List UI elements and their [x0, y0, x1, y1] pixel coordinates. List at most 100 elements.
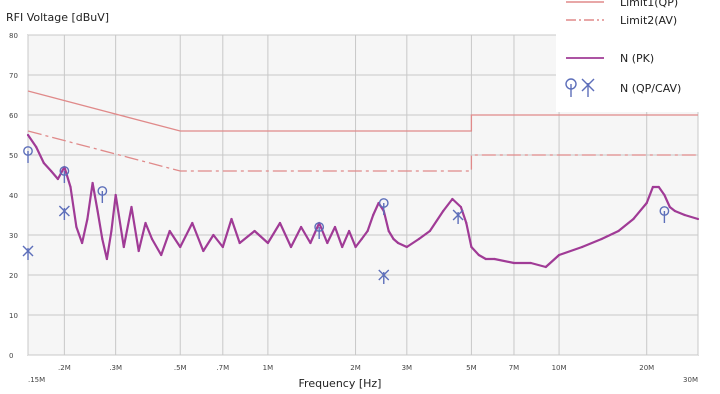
legend-label: Limit1(QP) [620, 0, 678, 9]
n-pk-point [397, 241, 400, 245]
n-pk-point [366, 229, 369, 233]
n-pk-point [477, 253, 480, 257]
n-pk-point [529, 261, 532, 265]
n-pk-point [191, 221, 194, 225]
n-pk-point [110, 229, 113, 233]
n-pk-point [309, 241, 312, 245]
n-pk-point [484, 257, 487, 261]
x-tick-label: 10M [552, 364, 567, 372]
x-tick-label: .5M [174, 364, 187, 372]
y-tick-label: 10 [9, 312, 18, 320]
n-pk-point [86, 217, 89, 221]
n-pk-point [668, 205, 671, 209]
n-pk-point [202, 249, 205, 253]
legend-background [556, 0, 720, 112]
n-pk-point [137, 249, 140, 253]
n-pk-point [341, 245, 344, 249]
n-pk-point [266, 241, 270, 245]
qp-marker [59, 166, 70, 183]
n-pk-point [179, 245, 182, 249]
n-pk-point [465, 221, 468, 225]
n-pk-point [80, 241, 84, 245]
n-pk-point [617, 229, 620, 233]
x-tick-label: 30M [683, 376, 698, 384]
n-pk-point [122, 245, 125, 249]
n-pk-point [354, 245, 357, 249]
n-pk-point [105, 257, 109, 261]
cav-marker [378, 269, 390, 284]
y-axis-label: RFI Voltage [dBuV] [6, 11, 109, 24]
legend-entry-limit-qp: Limit1(QP) [566, 0, 678, 9]
n-pk-point [405, 245, 408, 249]
n-pk-point [91, 181, 94, 185]
n-pk-point [459, 205, 462, 209]
n-pk-point [470, 245, 473, 249]
n-pk-point [387, 229, 390, 233]
cav-marker [452, 209, 464, 224]
n-pk-point [289, 245, 293, 249]
n-pk-point [69, 185, 72, 189]
cav-marker [58, 205, 70, 220]
y-tick-label: 50 [9, 152, 18, 160]
x-tick-label: 20M [639, 364, 654, 372]
y-tick-label: 70 [9, 72, 18, 80]
n-pk-point [114, 193, 117, 197]
y-tick-label: 80 [9, 32, 18, 40]
legend-label: Limit2(AV) [620, 14, 677, 27]
n-pk-point [544, 265, 547, 269]
cav-marker [22, 245, 34, 260]
n-pk-point [428, 229, 431, 233]
y-tick-label: 20 [9, 272, 18, 280]
n-pk-point [160, 253, 163, 257]
x-tick-label: 7M [509, 364, 520, 372]
n-pk-point [299, 225, 303, 229]
x-tick-label: .7M [216, 364, 229, 372]
qp-marker [378, 198, 389, 215]
n-pk-point [42, 161, 45, 165]
n-pk-point [663, 193, 666, 197]
n-pk-point [651, 185, 654, 189]
n-pk-point [221, 245, 224, 249]
n-pk-point [278, 221, 282, 225]
n-pk-point [130, 205, 133, 209]
n-pk-point [75, 225, 78, 229]
n-pk-point [96, 209, 99, 213]
n-pk-point [673, 209, 677, 213]
qp-marker [97, 186, 108, 203]
n-pk-point [347, 229, 351, 233]
n-pk-point [326, 241, 329, 245]
n-pk-point [581, 245, 584, 249]
y-tick-label: 0 [9, 352, 13, 360]
x-tick-label: .3M [109, 364, 122, 372]
n-pk-point [493, 257, 496, 261]
n-pk-point [683, 213, 686, 217]
limit-av-line [27, 130, 698, 172]
n-pk-point [212, 233, 215, 237]
qp-marker [659, 206, 670, 223]
y-tick-label: 30 [9, 232, 18, 240]
n-pk-point [645, 201, 648, 205]
n-pk-point [512, 261, 516, 265]
n-pk-point [150, 237, 154, 241]
y-tick-label: 40 [9, 192, 18, 200]
n-pk-point [35, 145, 38, 149]
qp-marker [314, 222, 325, 239]
n-pk-point [144, 221, 147, 225]
n-pk-point [56, 177, 59, 181]
qp-marker [23, 146, 33, 163]
legend-entry-n-qp-cav: N (QP/CAV) [565, 78, 681, 97]
legend-label: N (PK) [620, 52, 654, 65]
n-pk-point [372, 213, 375, 217]
n-pk-point [632, 217, 635, 221]
n-pk-point [600, 237, 603, 241]
x-tick-label: 1M [263, 364, 274, 372]
x-tick-label: 5M [466, 364, 477, 372]
n-pk-point [238, 241, 241, 245]
limit-qp-line [27, 90, 698, 132]
legend-entry-limit-av: Limit2(AV) [566, 14, 677, 27]
y-tick-label: 60 [9, 112, 18, 120]
x-axis-label: Frequency [Hz] [299, 377, 382, 390]
legend-label: N (QP/CAV) [620, 82, 681, 95]
legend-entry-n-pk: N (PK) [566, 52, 654, 65]
x-tick-label: .2M [58, 364, 71, 372]
